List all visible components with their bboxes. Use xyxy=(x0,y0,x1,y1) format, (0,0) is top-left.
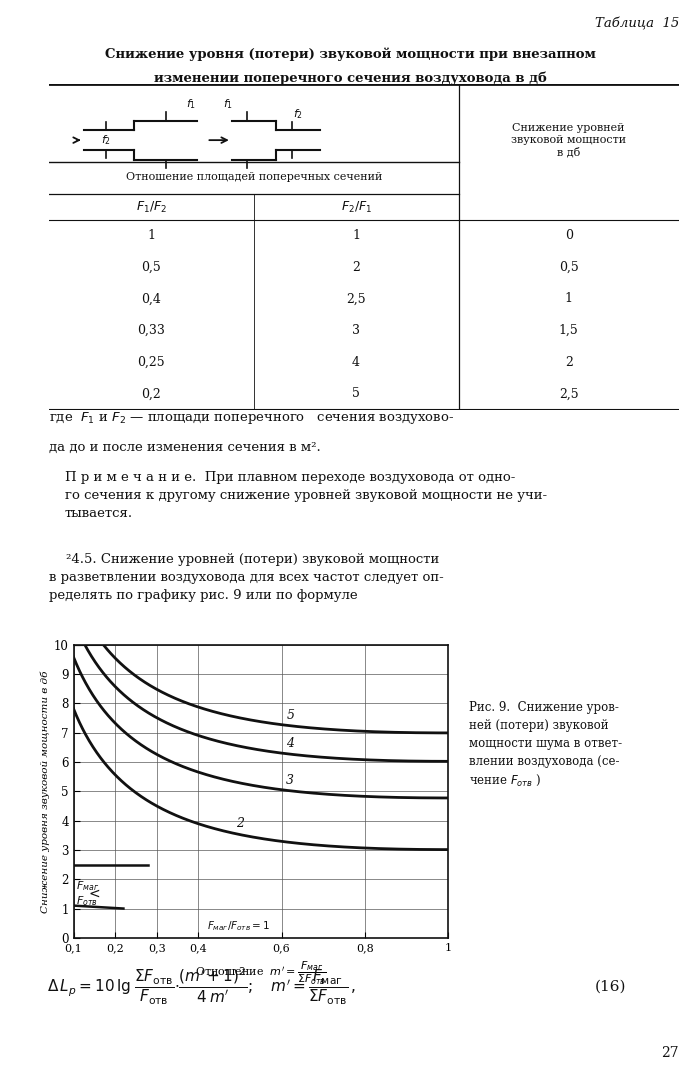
Text: 2,5: 2,5 xyxy=(559,387,579,400)
Text: 0: 0 xyxy=(565,230,573,243)
Text: $F_{маг}$: $F_{маг}$ xyxy=(76,880,99,894)
Text: $F_{маг}/F_{отв}=1$: $F_{маг}/F_{отв}=1$ xyxy=(206,918,270,932)
Text: $f_1$: $f_1$ xyxy=(223,97,234,111)
Text: 0,5: 0,5 xyxy=(559,261,579,274)
X-axis label: Отношение  $m' = \dfrac{F_{маг}}{\Sigma F_{отв}}$: Отношение $m' = \dfrac{F_{маг}}{\Sigma F… xyxy=(195,959,327,986)
Text: $F_{отв}$: $F_{отв}$ xyxy=(76,895,97,908)
Text: 2: 2 xyxy=(236,817,244,830)
Text: 27: 27 xyxy=(662,1046,679,1060)
Text: 2,5: 2,5 xyxy=(346,292,366,305)
Text: Таблица  15: Таблица 15 xyxy=(595,17,679,30)
Text: 5: 5 xyxy=(286,709,294,722)
Text: изменении поперечного сечения воздуховода в дб: изменении поперечного сечения воздуховод… xyxy=(153,71,547,85)
Text: 1: 1 xyxy=(352,230,360,243)
Text: ²4.5. Снижение уровней (потери) звуковой мощности
в разветвлении воздуховода для: ²4.5. Снижение уровней (потери) звуковой… xyxy=(49,553,444,602)
Text: 0,33: 0,33 xyxy=(137,324,165,337)
Text: 1,5: 1,5 xyxy=(559,324,579,337)
Text: 1: 1 xyxy=(148,230,155,243)
Text: $F_2/F_1$: $F_2/F_1$ xyxy=(340,199,372,215)
Text: 4: 4 xyxy=(286,737,294,750)
Text: 5: 5 xyxy=(352,387,360,400)
Y-axis label: Снижение уровня звуковой мощности в дб: Снижение уровня звуковой мощности в дб xyxy=(40,671,50,912)
Text: 0,4: 0,4 xyxy=(141,292,161,305)
Text: $f_2$: $f_2$ xyxy=(101,134,111,147)
Text: 1: 1 xyxy=(565,292,573,305)
Text: Снижение уровней
звуковой мощности
в дб: Снижение уровней звуковой мощности в дб xyxy=(511,123,626,157)
Text: Рис. 9.  Снижение уров-
ней (потери) звуковой
мощности шума в ответ-
влении возд: Рис. 9. Снижение уров- ней (потери) звук… xyxy=(469,701,622,788)
Text: П р и м е ч а н и е.  При плавном переходе воздуховода от одно-
го сечения к дру: П р и м е ч а н и е. При плавном переход… xyxy=(64,471,547,520)
Text: $\Delta\,L_p = 10\,\mathrm{lg}$$\;\dfrac{\Sigma F_{\mathrm{отв}}}{F_{\mathrm{отв: $\Delta\,L_p = 10\,\mathrm{lg}$$\;\dfrac… xyxy=(48,966,356,1008)
Text: Снижение уровня (потери) звуковой мощности при внезапном: Снижение уровня (потери) звуковой мощнос… xyxy=(104,47,596,61)
Text: 3: 3 xyxy=(352,324,360,337)
Text: $f_1$: $f_1$ xyxy=(186,97,196,111)
Text: 2: 2 xyxy=(352,261,360,274)
Text: 3: 3 xyxy=(286,774,294,787)
Text: 0,5: 0,5 xyxy=(141,261,161,274)
Text: $F_1/F_2$: $F_1/F_2$ xyxy=(136,199,167,215)
Text: $f_2$: $f_2$ xyxy=(293,107,303,121)
Text: Отношение площадей поперечных сечений: Отношение площадей поперечных сечений xyxy=(125,172,382,182)
Text: 4: 4 xyxy=(352,356,360,369)
Text: где  $F_1$ и $F_2$ — площади поперечного   сечения воздухово-: где $F_1$ и $F_2$ — площади поперечного … xyxy=(49,410,454,426)
Text: <: < xyxy=(88,887,99,901)
Text: 0,25: 0,25 xyxy=(138,356,165,369)
Text: 0,2: 0,2 xyxy=(141,387,161,400)
Text: да до и после изменения сечения в м².: да до и после изменения сечения в м². xyxy=(49,441,321,454)
Text: (16): (16) xyxy=(595,980,626,994)
Text: 2: 2 xyxy=(565,356,573,369)
